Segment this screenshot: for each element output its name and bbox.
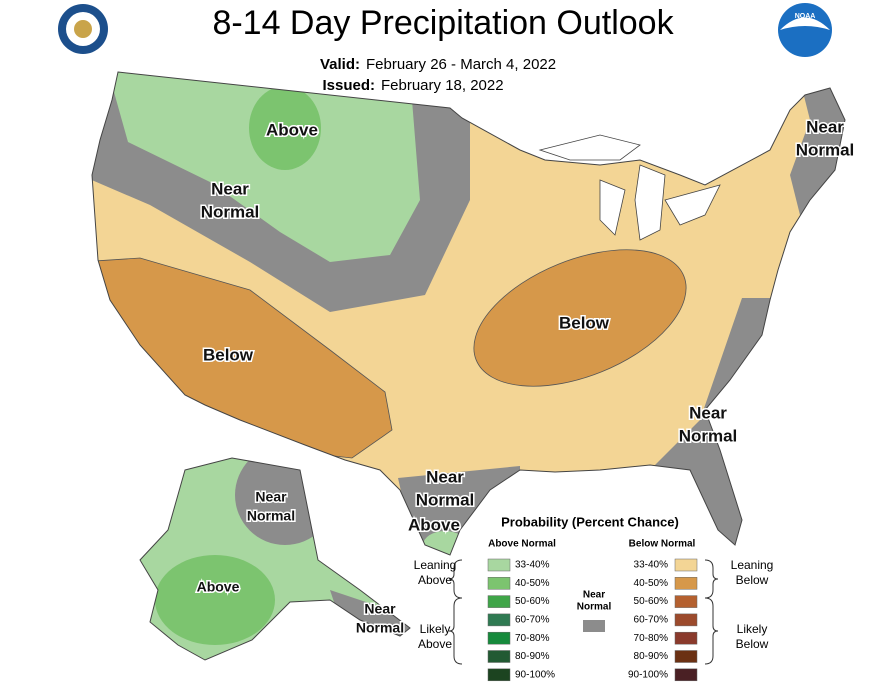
legend-range: 60-70% (634, 615, 669, 626)
legend-range: 90-100% (628, 669, 668, 680)
legend-range: 40-50% (634, 578, 669, 589)
region-label: Normal (356, 620, 404, 636)
legend-swatch (674, 558, 698, 572)
legend-swatch (487, 558, 511, 572)
legend-group: Above (418, 573, 452, 587)
region-label: Normal (796, 140, 855, 159)
region-label: Near (426, 467, 464, 486)
legend-swatch (487, 650, 511, 663)
legend-range: 70-80% (515, 633, 550, 644)
region-label: Near (211, 179, 249, 198)
legend-group: Likely (420, 622, 451, 636)
alaska (140, 458, 410, 660)
region-label: Above (266, 120, 318, 139)
near-normal-label: Normal (577, 602, 612, 613)
region-label: Above (197, 579, 240, 595)
valid-label: Valid: (320, 56, 360, 73)
legend-range: 70-80% (634, 633, 669, 644)
region-label: Below (203, 345, 254, 364)
legend-range: 50-60% (515, 596, 550, 607)
near-normal-label: Near (583, 590, 605, 601)
legend-group: Below (736, 637, 769, 651)
legend-swatch (487, 595, 511, 608)
legend-range: 60-70% (515, 615, 550, 626)
above-heading: Above Normal (488, 539, 556, 550)
legend-swatch (674, 613, 698, 627)
region-label: Near (806, 117, 844, 136)
legend-range: 33-40% (515, 560, 550, 571)
doc-seal (58, 4, 108, 54)
legend-group: Above (418, 637, 452, 651)
region-label: Below (559, 313, 610, 332)
issued: February 18, 2022 (381, 77, 504, 94)
region-label: Above (408, 515, 460, 534)
valid: February 26 - March 4, 2022 (366, 56, 556, 73)
region-label: Normal (679, 426, 738, 445)
legend-swatch (487, 668, 511, 682)
legend-group: Leaning (731, 558, 774, 572)
legend-swatch (487, 577, 511, 590)
legend-range: 90-100% (515, 669, 555, 680)
legend-braces (448, 559, 719, 665)
great-lakes (538, 134, 721, 241)
issued-label: Issued: (322, 77, 375, 94)
noaa-logo: NOAA (778, 3, 832, 57)
legend-swatch (674, 631, 698, 645)
svg-text:NOAA: NOAA (795, 13, 816, 20)
legend-range: 50-60% (634, 596, 669, 607)
region-label: Normal (247, 508, 295, 524)
legend-range: 80-90% (634, 651, 669, 662)
legend-group: Leaning (414, 558, 457, 572)
legend-title: Probability (Percent Chance) (501, 514, 679, 529)
legend-group: Below (736, 573, 769, 587)
legend-range: 40-50% (515, 578, 550, 589)
legend-swatch (487, 613, 511, 627)
legend-group: Likely (737, 622, 768, 636)
region-label: Near (364, 601, 396, 617)
below-heading: Below Normal (629, 539, 696, 550)
region-label: Normal (201, 202, 260, 221)
legend-swatch (674, 668, 698, 682)
region-label: Near (255, 489, 287, 505)
region-label: Normal (416, 490, 475, 509)
legend-swatch (674, 595, 698, 608)
legend-swatch (674, 650, 698, 663)
legend-range: 80-90% (515, 651, 550, 662)
title: 8-14 Day Precipitation Outlook (212, 4, 674, 42)
region-label: Near (689, 403, 727, 422)
legend-swatch (674, 577, 698, 590)
legend-swatch (487, 631, 511, 645)
legend-swatch (583, 620, 605, 632)
legend-range: 33-40% (634, 560, 669, 571)
